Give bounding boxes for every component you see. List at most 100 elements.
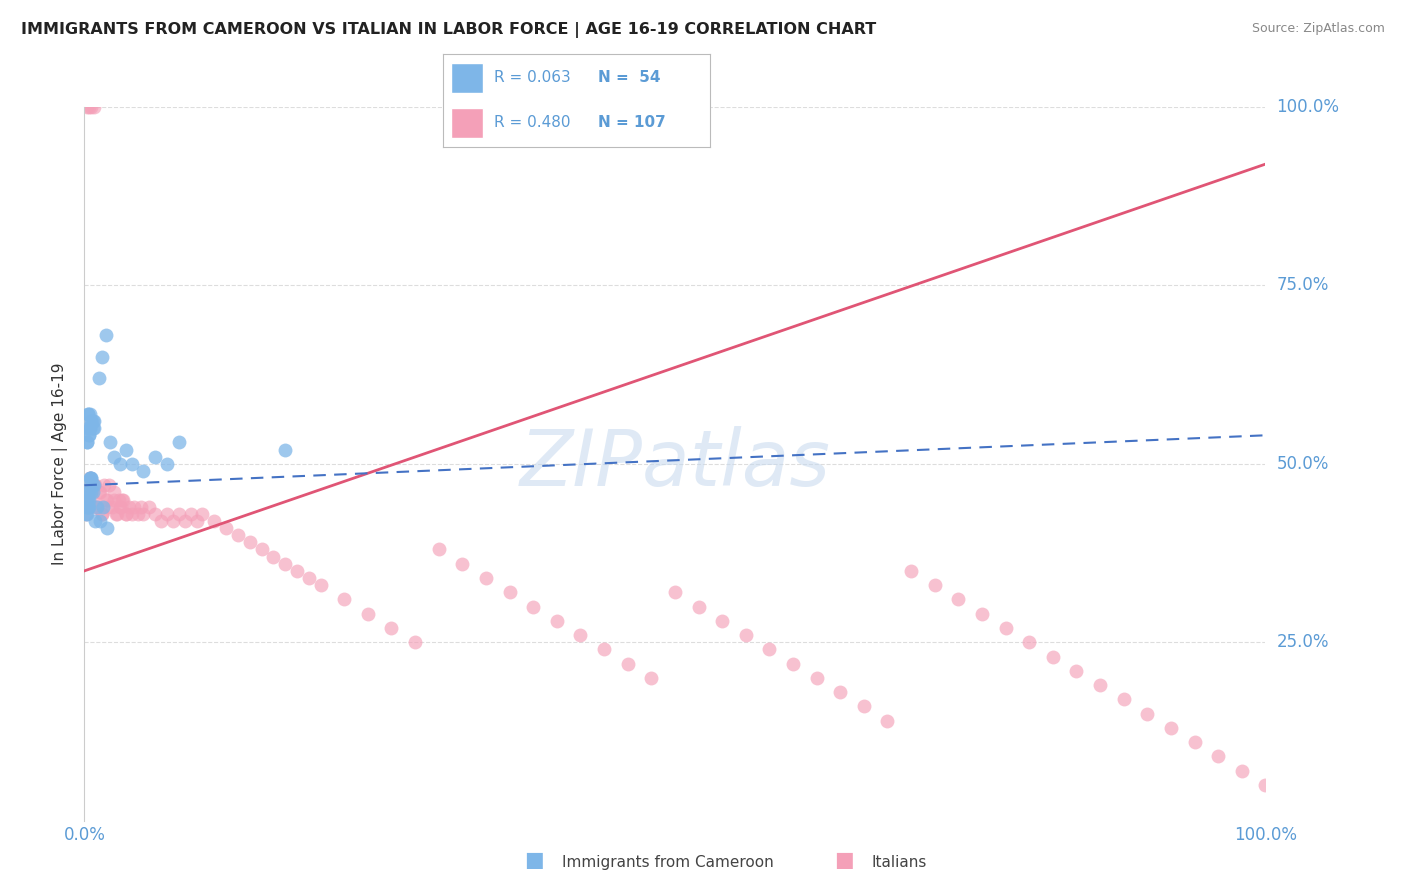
Point — [77, 485, 100, 500]
Point — [105, 507, 128, 521]
Point — [121, 457, 143, 471]
Point — [77, 485, 100, 500]
Point — [77, 485, 100, 500]
Text: ■: ■ — [524, 850, 544, 870]
Point — [77, 428, 100, 442]
Point — [1088, 678, 1111, 692]
Point — [83, 478, 105, 492]
Point — [77, 100, 100, 114]
Point — [380, 621, 402, 635]
Text: ZIPatlas: ZIPatlas — [519, 425, 831, 502]
Point — [76, 492, 98, 507]
Point — [107, 492, 129, 507]
Point — [77, 407, 100, 421]
Point — [138, 500, 160, 514]
Point — [83, 414, 105, 428]
Point — [274, 557, 297, 571]
Point — [76, 100, 98, 114]
Point — [84, 500, 107, 514]
Point — [1184, 735, 1206, 749]
Point — [80, 485, 103, 500]
Point — [162, 514, 184, 528]
Point — [83, 100, 105, 114]
Point — [93, 478, 115, 492]
Point — [112, 492, 135, 507]
Point — [250, 542, 273, 557]
Text: 50.0%: 50.0% — [1277, 455, 1329, 473]
Point — [782, 657, 804, 671]
Text: R = 0.063: R = 0.063 — [494, 70, 571, 86]
Point — [239, 535, 262, 549]
Point — [111, 492, 134, 507]
Text: N =  54: N = 54 — [598, 70, 661, 86]
Point — [333, 592, 356, 607]
Point — [1042, 649, 1064, 664]
Point — [274, 442, 297, 457]
Point — [994, 621, 1017, 635]
Point — [96, 521, 118, 535]
Point — [77, 485, 100, 500]
Point — [121, 507, 143, 521]
Point — [77, 492, 100, 507]
Point — [1160, 721, 1182, 735]
Point — [129, 500, 152, 514]
Point — [80, 485, 103, 500]
Text: R = 0.480: R = 0.480 — [494, 115, 571, 130]
Text: N = 107: N = 107 — [598, 115, 665, 130]
Point — [156, 457, 179, 471]
Point — [87, 371, 110, 385]
Point — [156, 507, 179, 521]
Point — [82, 478, 104, 492]
Y-axis label: In Labor Force | Age 16-19: In Labor Force | Age 16-19 — [52, 362, 69, 566]
Point — [1254, 778, 1277, 792]
Text: 100.0%: 100.0% — [1277, 98, 1340, 116]
Point — [118, 500, 141, 514]
Point — [498, 585, 520, 599]
Point — [451, 557, 474, 571]
Point — [84, 478, 107, 492]
Point — [75, 507, 97, 521]
Text: 25.0%: 25.0% — [1277, 633, 1329, 651]
Point — [150, 514, 173, 528]
Point — [186, 514, 208, 528]
Point — [94, 328, 117, 343]
Point — [616, 657, 638, 671]
Text: 75.0%: 75.0% — [1277, 277, 1329, 294]
Point — [82, 492, 104, 507]
Point — [100, 500, 122, 514]
Point — [79, 407, 101, 421]
Point — [110, 500, 132, 514]
Point — [215, 521, 238, 535]
FancyBboxPatch shape — [451, 108, 484, 138]
Point — [167, 435, 190, 450]
Point — [734, 628, 756, 642]
Point — [262, 549, 284, 564]
Point — [79, 421, 101, 435]
Point — [91, 507, 114, 521]
Point — [180, 507, 202, 521]
Text: IMMIGRANTS FROM CAMEROON VS ITALIAN IN LABOR FORCE | AGE 16-19 CORRELATION CHART: IMMIGRANTS FROM CAMEROON VS ITALIAN IN L… — [21, 22, 876, 38]
Point — [1066, 664, 1088, 678]
Point — [191, 507, 214, 521]
Point — [569, 628, 592, 642]
Text: Source: ZipAtlas.com: Source: ZipAtlas.com — [1251, 22, 1385, 36]
Point — [76, 492, 98, 507]
Point — [76, 435, 98, 450]
Point — [475, 571, 498, 585]
Point — [1112, 692, 1135, 706]
Point — [80, 471, 103, 485]
Point — [79, 421, 101, 435]
Point — [108, 500, 131, 514]
Point — [546, 614, 568, 628]
Point — [77, 492, 100, 507]
Text: Italians: Italians — [872, 855, 927, 870]
Point — [91, 350, 114, 364]
Point — [1206, 749, 1229, 764]
Point — [76, 500, 98, 514]
Point — [404, 635, 426, 649]
Text: ■: ■ — [834, 850, 853, 870]
Point — [948, 592, 970, 607]
Point — [87, 485, 110, 500]
Point — [127, 507, 149, 521]
Point — [77, 407, 100, 421]
